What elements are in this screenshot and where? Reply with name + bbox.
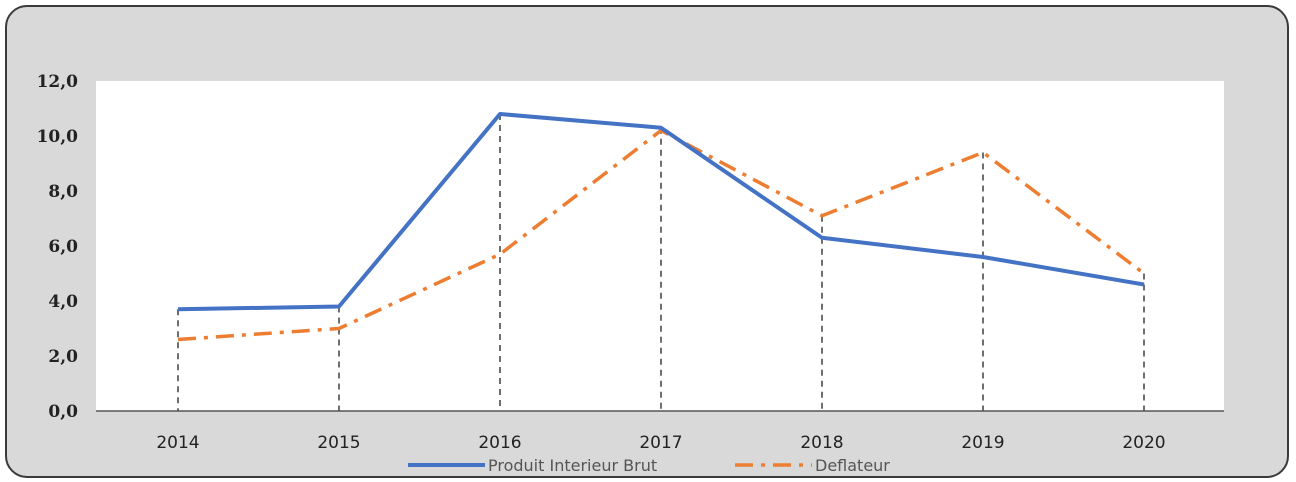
legend-label: Produit Interieur Brut (488, 456, 657, 475)
y-tick-label: 6,0 (48, 237, 78, 257)
legend: Produit Interieur Brut Deflateur (408, 456, 890, 475)
y-tick-label: 8,0 (48, 182, 78, 202)
legend-label: Deflateur (815, 456, 890, 475)
y-tick-label: 12,0 (37, 72, 79, 92)
y-tick-label: 0,0 (48, 402, 78, 422)
series-line-0 (177, 112, 1145, 312)
y-tick-label: 4,0 (48, 292, 78, 312)
plot-area (96, 81, 1224, 411)
series-line-1 (177, 128, 1146, 342)
x-tick-label: 2014 (156, 433, 199, 453)
y-tick-label: 10,0 (37, 127, 79, 147)
x-tick-label: 2017 (639, 433, 682, 453)
x-tick-label: 2020 (1122, 433, 1165, 453)
x-axis-ticks: 2014 2015 2016 2017 2018 2019 2020 (156, 433, 1165, 453)
x-tick-label: 2015 (317, 433, 360, 453)
x-tick-label: 2019 (961, 433, 1004, 453)
drop-lines (177, 114, 1145, 411)
y-axis-ticks: 0,0 2,0 4,0 6,0 8,0 10,0 12,0 (37, 72, 79, 422)
series-layer (177, 112, 1146, 342)
y-tick-label: 2,0 (48, 347, 78, 367)
x-tick-label: 2016 (478, 433, 521, 453)
x-tick-label: 2018 (800, 433, 843, 453)
